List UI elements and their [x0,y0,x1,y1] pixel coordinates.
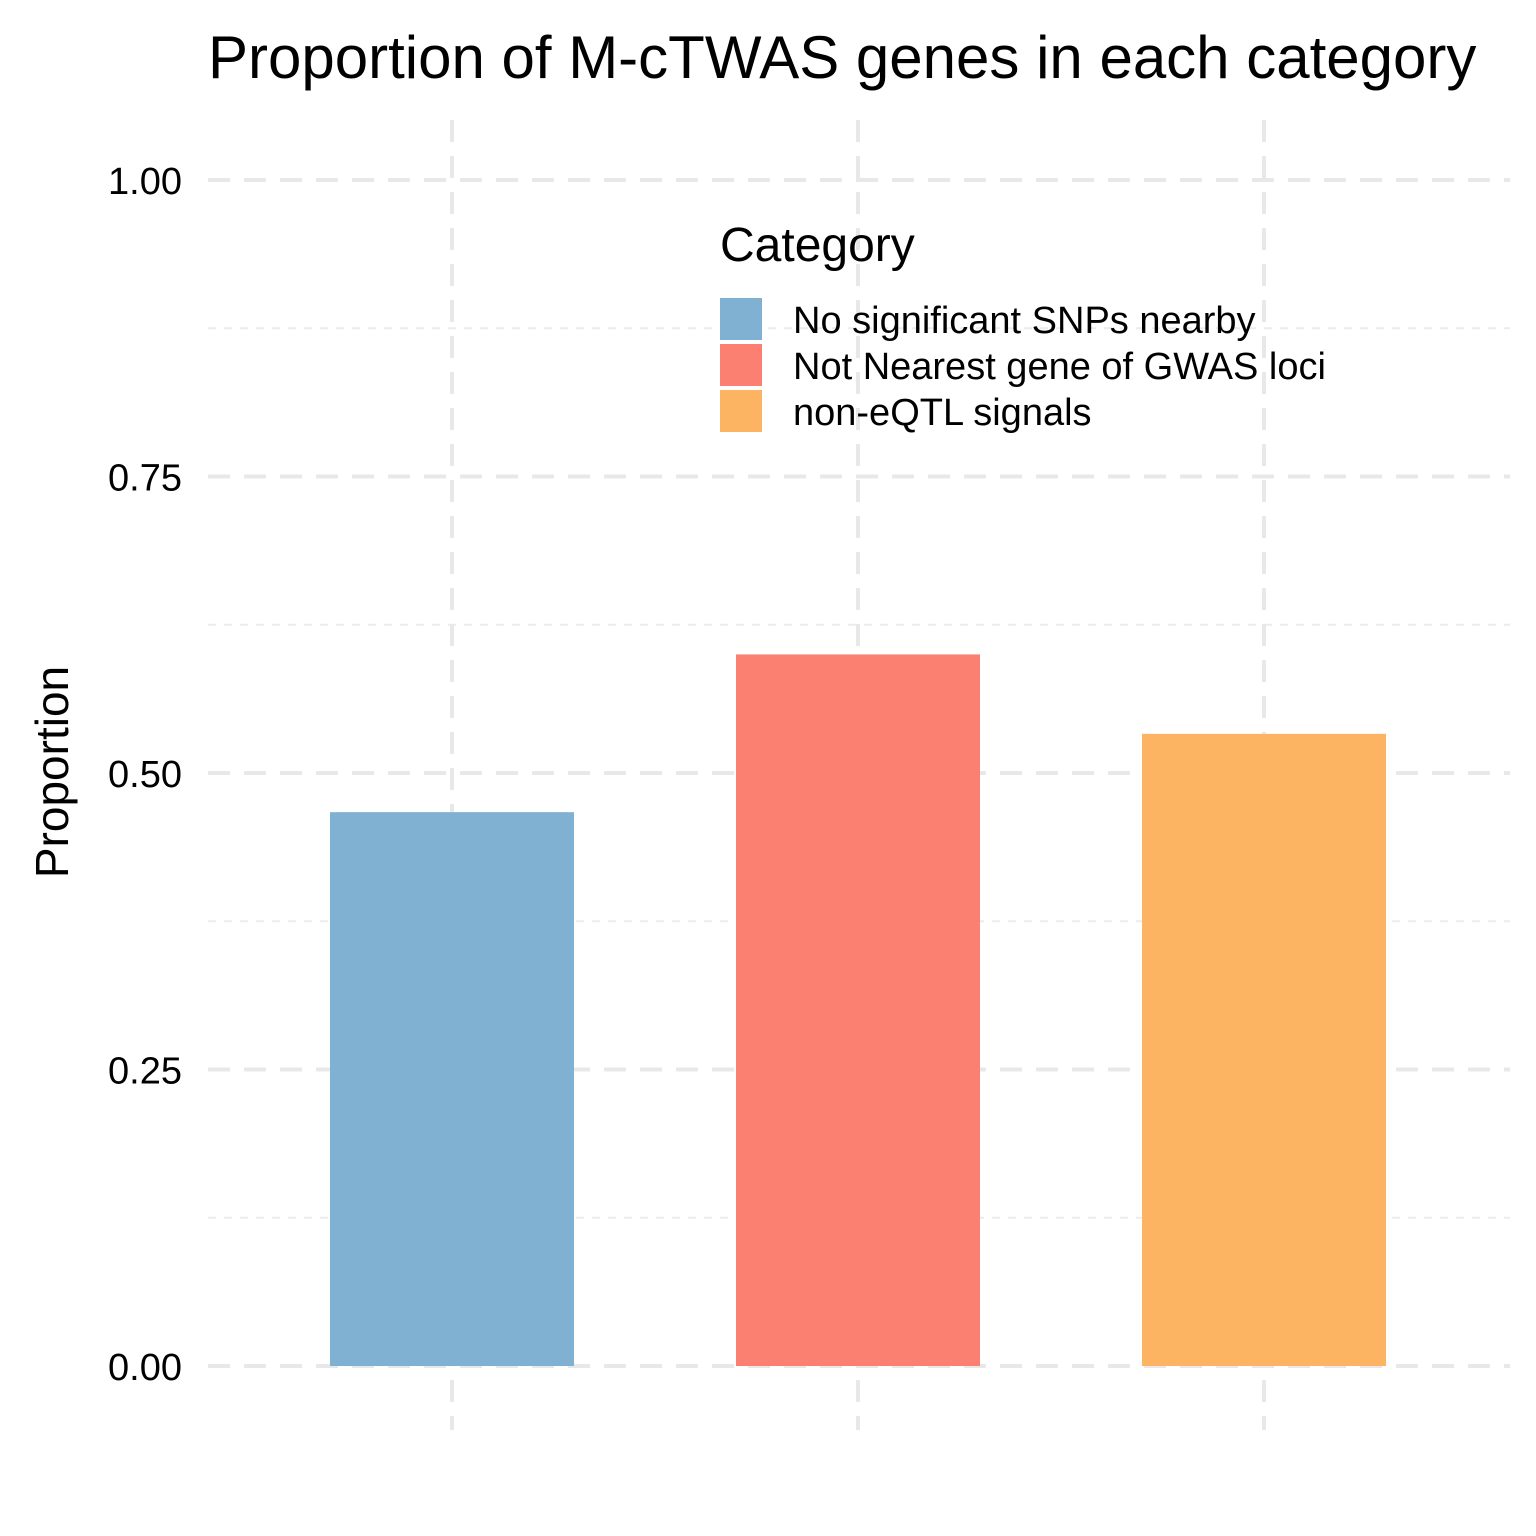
y-tick-label: 0.50 [108,754,182,796]
legend-label-3: non-eQTL signals [793,392,1092,434]
chart-title: Proportion of M-cTWAS genes in each cate… [208,24,1476,91]
y-tick-label: 1.00 [108,161,182,203]
y-tick-label: 0.25 [108,1051,182,1093]
y-axis-ticks: 0.00 0.25 0.50 0.75 1.00 [108,161,182,1389]
bar-3 [1142,733,1386,1366]
y-axis-label: Proportion [26,666,78,878]
legend-key-1 [720,298,762,340]
y-tick-label: 0.00 [108,1347,182,1389]
legend-title: Category [720,219,915,272]
bar-1 [330,812,574,1366]
legend-key-3 [720,390,762,432]
legend-label-1: No significant SNPs nearby [793,300,1256,342]
legend-key-2 [720,344,762,386]
bars [330,654,1386,1366]
y-tick-label: 0.75 [108,458,182,500]
legend-label-2: Not Nearest gene of GWAS loci [793,346,1326,388]
bar-2 [736,654,980,1366]
